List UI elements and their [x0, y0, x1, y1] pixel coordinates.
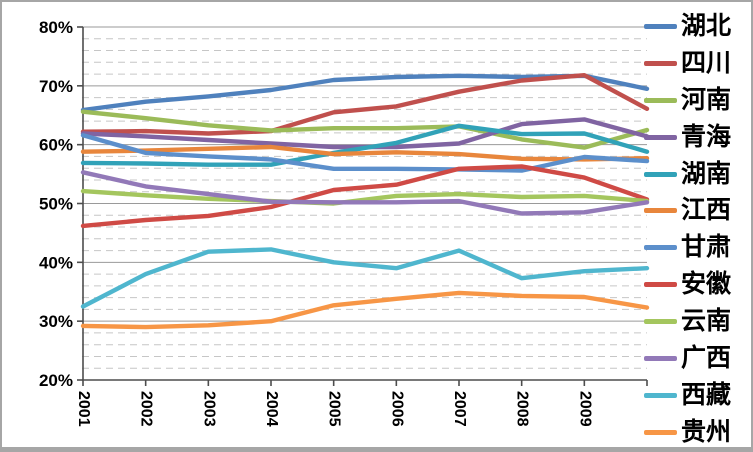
series-line-henan — [80, 109, 650, 150]
series-line-guizhou — [80, 290, 650, 330]
series-line-guangxi — [80, 170, 650, 216]
legend-label-hunan: 湖南 — [681, 160, 732, 188]
series-line-sichuan — [80, 72, 650, 136]
series-line-hunan — [80, 123, 650, 167]
legend-item-qinghai: 青海 — [644, 119, 750, 156]
legend-swatch-guizhou — [644, 429, 677, 435]
y-axis-tick-label: 50% — [39, 195, 73, 214]
legend: 湖北四川河南青海湖南江西甘肃安徽云南广西西藏贵州 — [644, 8, 750, 447]
legend-item-xizang: 西藏 — [644, 377, 750, 414]
legend-item-henan: 河南 — [644, 82, 750, 119]
series-line-gansu — [80, 133, 650, 173]
legend-item-guangxi: 广西 — [644, 340, 750, 377]
legend-label-sichuan: 四川 — [681, 49, 732, 77]
y-axis-tick-label: 60% — [39, 136, 73, 155]
legend-label-xizang: 西藏 — [681, 381, 732, 409]
series-line-jiangxi — [80, 144, 650, 162]
legend-swatch-sichuan — [644, 60, 677, 66]
series-line-hubei — [80, 73, 650, 113]
legend-swatch-guangxi — [644, 355, 677, 361]
y-axis-tick-label: 80% — [39, 18, 73, 37]
series-line-anhui — [80, 164, 650, 229]
x-axis-tick-label: 2004 — [263, 391, 280, 427]
legend-item-anhui: 安徽 — [644, 266, 750, 303]
legend-item-yunnan: 云南 — [644, 303, 750, 340]
legend-swatch-gansu — [644, 245, 677, 251]
legend-label-gansu: 甘肃 — [681, 234, 732, 262]
legend-label-henan: 河南 — [681, 86, 732, 114]
legend-label-yunnan: 云南 — [681, 308, 732, 336]
legend-label-qinghai: 青海 — [681, 123, 732, 151]
series-line-xizang — [80, 247, 650, 309]
legend-item-hunan: 湖南 — [644, 156, 750, 193]
x-axis-tick-label: 2002 — [138, 391, 155, 427]
x-axis-tick-label: 2008 — [514, 391, 531, 427]
x-axis-tick-label: 2005 — [326, 391, 343, 427]
legend-item-hubei: 湖北 — [644, 8, 750, 45]
y-axis-tick-label: 40% — [39, 253, 73, 272]
y-axis-tick-label: 70% — [39, 77, 73, 96]
legend-swatch-yunnan — [644, 319, 677, 325]
x-axis-tick-label: 2001 — [75, 391, 92, 427]
legend-swatch-qinghai — [644, 134, 677, 140]
legend-label-anhui: 安徽 — [681, 271, 732, 299]
legend-swatch-jiangxi — [644, 208, 677, 214]
x-axis-tick-label: 2003 — [200, 391, 217, 427]
legend-label-hubei: 湖北 — [681, 12, 732, 40]
legend-label-guangxi: 广西 — [681, 344, 732, 372]
legend-item-jiangxi: 江西 — [644, 192, 750, 229]
legend-swatch-xizang — [644, 392, 677, 398]
x-axis-tick-label: 2007 — [451, 391, 468, 427]
legend-label-guizhou: 贵州 — [681, 418, 732, 446]
legend-item-guizhou: 贵州 — [644, 414, 750, 447]
legend-label-jiangxi: 江西 — [681, 197, 732, 225]
legend-swatch-hubei — [644, 23, 677, 29]
y-axis-tick-label: 20% — [39, 371, 73, 390]
legend-swatch-henan — [644, 97, 677, 103]
legend-item-gansu: 甘肃 — [644, 229, 750, 266]
legend-item-sichuan: 四川 — [644, 45, 750, 82]
x-axis-tick-label: 2006 — [388, 391, 405, 427]
series-line-yunnan — [80, 188, 650, 206]
legend-swatch-anhui — [644, 282, 677, 288]
legend-swatch-hunan — [644, 171, 677, 177]
x-axis-tick-label: 2009 — [576, 391, 593, 427]
y-axis-tick-label: 30% — [39, 312, 73, 331]
